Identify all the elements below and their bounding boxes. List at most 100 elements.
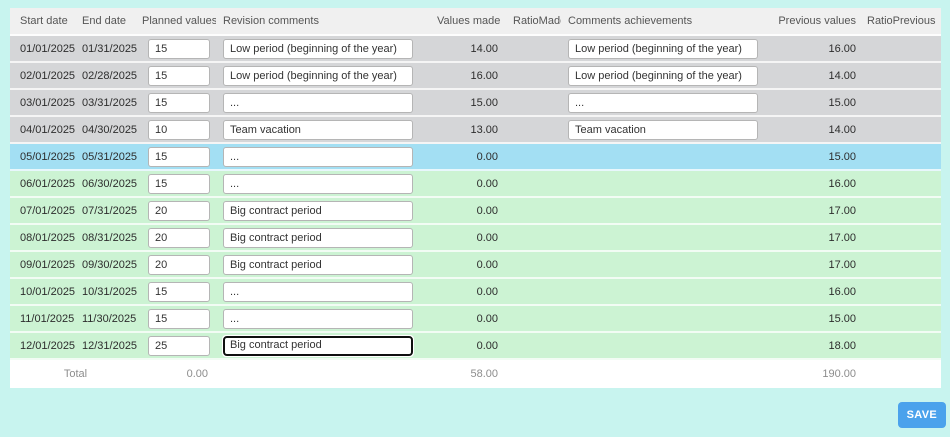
ratio-previous-cell xyxy=(866,90,941,117)
comments-achievements-input[interactable] xyxy=(568,92,758,113)
comments-achievements-cell xyxy=(561,171,776,198)
planned-value-input[interactable] xyxy=(148,254,210,275)
comments-achievements-input[interactable] xyxy=(568,119,758,140)
planned-value-input[interactable] xyxy=(148,119,210,140)
ratio-previous-cell xyxy=(866,306,941,333)
previous-values-cell: 15.00 xyxy=(776,90,866,117)
planned-value-input[interactable] xyxy=(148,38,210,59)
comments-achievements-input[interactable] xyxy=(568,65,758,86)
comments-achievements-cell xyxy=(561,144,776,171)
ratio-made-cell xyxy=(506,198,561,225)
actions-bar: SAVE xyxy=(0,402,946,428)
comments-achievements-cell xyxy=(561,90,776,117)
previous-values-cell: 14.00 xyxy=(776,117,866,144)
ratio-previous-cell xyxy=(866,279,941,306)
planned-value-input[interactable] xyxy=(148,308,210,329)
total-label: Total xyxy=(10,360,141,388)
revision-comment-input[interactable] xyxy=(223,38,413,59)
start-date-cell: 02/01/2025 xyxy=(10,63,80,90)
table-row: 02/01/2025 02/28/2025 16.00 14.00 xyxy=(10,63,941,90)
revision-comment-cell xyxy=(216,198,436,225)
planned-value-cell xyxy=(141,279,216,306)
planned-value-input[interactable] xyxy=(148,227,210,248)
column-header-planned-values: Planned values xyxy=(141,8,216,36)
revision-comment-input[interactable] xyxy=(223,65,413,86)
planned-value-cell xyxy=(141,225,216,252)
planned-value-cell xyxy=(141,63,216,90)
table-row: 10/01/2025 10/31/2025 0.00 16.00 xyxy=(10,279,941,306)
total-values-made: 58.00 xyxy=(436,360,506,388)
planned-value-input[interactable] xyxy=(148,173,210,194)
start-date-cell: 06/01/2025 xyxy=(10,171,80,198)
comments-achievements-cell xyxy=(561,63,776,90)
start-date-cell: 01/01/2025 xyxy=(10,36,80,63)
comments-achievements-input[interactable] xyxy=(568,38,758,59)
planning-table-container: Start date End date Planned values Revis… xyxy=(10,8,941,388)
end-date-cell: 01/31/2025 xyxy=(80,36,141,63)
revision-comment-cell xyxy=(216,90,436,117)
planned-value-input[interactable] xyxy=(148,65,210,86)
previous-values-cell: 16.00 xyxy=(776,171,866,198)
revision-comment-input[interactable] xyxy=(223,254,413,275)
ratio-made-cell xyxy=(506,63,561,90)
revision-comment-input[interactable] xyxy=(223,173,413,194)
revision-comment-cell xyxy=(216,63,436,90)
planned-value-cell xyxy=(141,198,216,225)
table-row: 07/01/2025 07/31/2025 0.00 17.00 xyxy=(10,198,941,225)
planned-value-input[interactable] xyxy=(148,146,210,167)
total-planned-values: 0.00 xyxy=(141,360,216,388)
ratio-previous-cell xyxy=(866,252,941,279)
revision-comment-input[interactable] xyxy=(223,119,413,140)
start-date-cell: 09/01/2025 xyxy=(10,252,80,279)
values-made-cell: 0.00 xyxy=(436,279,506,306)
planned-value-input[interactable] xyxy=(148,335,210,356)
values-made-cell: 0.00 xyxy=(436,252,506,279)
table-row: 01/01/2025 01/31/2025 14.00 16.00 xyxy=(10,36,941,63)
values-made-cell: 0.00 xyxy=(436,225,506,252)
column-header-previous-values: Previous values xyxy=(776,8,866,36)
revision-comment-input[interactable] xyxy=(223,281,413,302)
values-made-cell: 0.00 xyxy=(436,171,506,198)
previous-values-cell: 15.00 xyxy=(776,144,866,171)
ratio-made-cell xyxy=(506,36,561,63)
values-made-cell: 14.00 xyxy=(436,36,506,63)
comments-achievements-cell xyxy=(561,306,776,333)
revision-comment-input[interactable] xyxy=(223,92,413,113)
revision-comment-cell xyxy=(216,252,436,279)
planned-value-input[interactable] xyxy=(148,281,210,302)
end-date-cell: 02/28/2025 xyxy=(80,63,141,90)
revision-comment-cell xyxy=(216,171,436,198)
save-button[interactable]: SAVE xyxy=(897,402,946,428)
table-row: 11/01/2025 11/30/2025 0.00 15.00 xyxy=(10,306,941,333)
ratio-previous-cell xyxy=(866,198,941,225)
revision-comment-input[interactable] xyxy=(223,308,413,329)
table-row: 09/01/2025 09/30/2025 0.00 17.00 xyxy=(10,252,941,279)
revision-comment-input[interactable] xyxy=(222,334,414,357)
previous-values-cell: 18.00 xyxy=(776,333,866,360)
start-date-cell: 03/01/2025 xyxy=(10,90,80,117)
planned-value-cell xyxy=(141,90,216,117)
values-made-cell: 0.00 xyxy=(436,306,506,333)
values-made-cell: 0.00 xyxy=(436,144,506,171)
ratio-previous-cell xyxy=(866,63,941,90)
table-header: Start date End date Planned values Revis… xyxy=(10,8,941,36)
end-date-cell: 03/31/2025 xyxy=(80,90,141,117)
previous-values-cell: 17.00 xyxy=(776,225,866,252)
planned-value-cell xyxy=(141,333,216,360)
total-row: Total 0.00 58.00 190.00 xyxy=(10,360,941,388)
planned-value-input[interactable] xyxy=(148,92,210,113)
planned-value-cell xyxy=(141,117,216,144)
ratio-previous-cell xyxy=(866,225,941,252)
revision-comment-input[interactable] xyxy=(223,227,413,248)
table-row: 12/01/2025 12/31/2025 0.00 18.00 xyxy=(10,333,941,360)
revision-comment-input[interactable] xyxy=(223,200,413,221)
start-date-cell: 10/01/2025 xyxy=(10,279,80,306)
comments-achievements-cell xyxy=(561,36,776,63)
end-date-cell: 04/30/2025 xyxy=(80,117,141,144)
ratio-previous-cell xyxy=(866,171,941,198)
planning-table: Start date End date Planned values Revis… xyxy=(10,8,941,388)
planned-value-input[interactable] xyxy=(148,200,210,221)
table-footer: Total 0.00 58.00 190.00 xyxy=(10,360,941,388)
revision-comment-input[interactable] xyxy=(223,146,413,167)
end-date-cell: 09/30/2025 xyxy=(80,252,141,279)
